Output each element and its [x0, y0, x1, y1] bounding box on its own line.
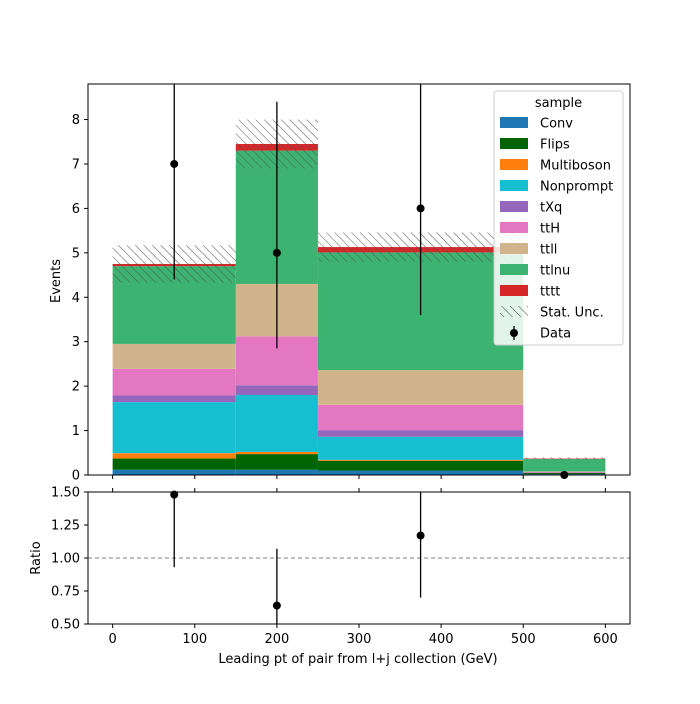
legend-label-stat-unc: Stat. Unc. [540, 306, 604, 321]
legend-swatch-stat-unc [500, 306, 528, 317]
bar-txq-bin-1 [236, 385, 318, 395]
data-point-1 [273, 249, 281, 257]
top-ytick-label-1: 1 [72, 424, 80, 439]
legend-label-data: Data [540, 327, 571, 342]
bar-multiboson-bin-1 [236, 452, 318, 454]
x-axis-label: Leading pt of pair from l+j collection (… [218, 652, 497, 667]
bar-conv-bin-0 [113, 470, 236, 475]
bar-ttlnu-bin-3 [523, 459, 605, 471]
legend-label-conv: Conv [540, 117, 573, 132]
xtick-label-2: 200 [264, 632, 289, 647]
bar-multiboson-bin-2 [318, 460, 523, 461]
ratio-point-2 [417, 532, 425, 540]
ratio-ytick-label-0: 0.50 [51, 618, 80, 633]
legend-swatch-txq [500, 201, 528, 212]
legend-label-tth: ttH [540, 222, 560, 237]
legend-swatch-ttll [500, 243, 528, 254]
top-ytick-label-8: 8 [72, 113, 80, 128]
top-ytick-label-3: 3 [72, 335, 80, 350]
bar-txq-bin-2 [318, 430, 523, 437]
bar-nonprompt-bin-1 [236, 395, 318, 452]
bar-conv-bin-1 [236, 470, 318, 475]
ratio-panel: 0.50 0.75 1.00 1.25 1.50 0 100 200 300 400 500 600 [51, 486, 630, 648]
ratio-ytick-label-3: 1.25 [51, 519, 80, 534]
legend-title: sample [535, 96, 582, 111]
ratio-ytick-label-1: 0.75 [51, 585, 80, 600]
xtick-label-5: 500 [511, 632, 536, 647]
xtick-label-0: 0 [108, 632, 116, 647]
legend-swatch-data [510, 329, 518, 337]
xtick-label-1: 100 [182, 632, 207, 647]
ratio-ytick-label-2: 1.00 [51, 552, 80, 567]
legend-label-nonprompt: Nonprompt [540, 180, 613, 195]
bar-ttll-bin-2 [318, 370, 523, 405]
top-ytick-label-5: 5 [72, 246, 80, 261]
top-ytick-label-6: 6 [72, 202, 80, 217]
legend-swatch-nonprompt [500, 180, 528, 191]
bar-conv-bin-2 [318, 471, 523, 475]
top-ytick-label-7: 7 [72, 157, 80, 172]
ratio-ylabel: Ratio [29, 541, 44, 574]
top-ylabel: Events [49, 259, 64, 303]
data-point-2 [417, 204, 425, 212]
bar-nonprompt-bin-0 [113, 402, 236, 453]
legend-label-ttll: ttll [540, 243, 557, 258]
bar-flips-bin-2 [318, 461, 523, 471]
legend-label-multiboson: Multiboson [540, 159, 611, 174]
top-ytick-label-4: 4 [72, 291, 80, 306]
legend-swatch-flips [500, 138, 528, 149]
legend-label-txq: tXq [540, 201, 562, 216]
xtick-label-6: 600 [593, 632, 618, 647]
legend-swatch-tttt [500, 285, 528, 296]
data-point-0 [170, 160, 178, 168]
top-ytick-label-2: 2 [72, 380, 80, 395]
bar-ttll-bin-0 [113, 344, 236, 369]
legend-swatch-ttlnu [500, 264, 528, 275]
legend-swatch-tth [500, 222, 528, 233]
top-ytick-label-0: 0 [72, 469, 80, 484]
ratio-point-1 [273, 602, 281, 610]
bar-tth-bin-0 [113, 369, 236, 396]
bar-multiboson-bin-0 [113, 453, 236, 458]
legend-swatch-conv [500, 117, 528, 128]
xtick-label-3: 300 [347, 632, 372, 647]
legend-swatch-multiboson [500, 159, 528, 170]
ratio-panel-frame [88, 492, 630, 624]
legend-label-tttt: tttt [540, 285, 560, 300]
stat-unc-band-bin-3 [523, 457, 605, 460]
ratio-ytick-label-4: 1.50 [51, 486, 80, 501]
legend: sample Conv Flips Multiboson Nonprompt tXq ttH… [494, 91, 623, 345]
bar-flips-bin-0 [113, 459, 236, 470]
legend-label-ttlnu: ttlnu [540, 264, 570, 279]
bar-txq-bin-0 [113, 395, 236, 402]
legend-label-flips: Flips [540, 138, 570, 153]
xtick-label-4: 400 [429, 632, 454, 647]
bar-tth-bin-2 [318, 405, 523, 430]
bar-nonprompt-bin-2 [318, 437, 523, 460]
bar-flips-bin-1 [236, 454, 318, 470]
